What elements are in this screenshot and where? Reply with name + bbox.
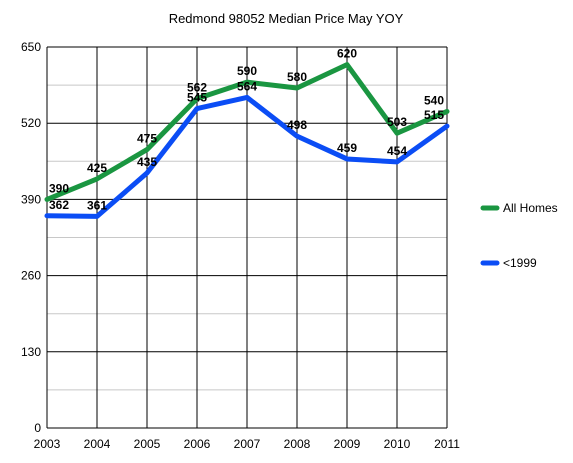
axes: 0 130 260 390 520 650 2003 2004 2005 2006 2007 2008…: [21, 40, 460, 451]
data-label: 435: [137, 155, 157, 169]
data-labels: 390 425 475 562 590 580 620 503 540 362 361 435 545 5…: [49, 47, 444, 213]
x-tick-label: 2006: [184, 437, 211, 451]
data-label: 498: [287, 118, 307, 132]
data-label: 580: [287, 70, 307, 84]
x-tick-label: 2010: [384, 437, 411, 451]
y-tick-label: 130: [21, 345, 41, 359]
x-tick-label: 2007: [234, 437, 261, 451]
legend: All Homes <1999: [480, 201, 558, 270]
x-tick-label: 2003: [34, 437, 61, 451]
data-label: 459: [337, 141, 357, 155]
data-label: 590: [237, 64, 257, 78]
gridlines: [46, 46, 448, 429]
series-line: [44, 94, 450, 219]
y-tick-label: 0: [34, 421, 41, 435]
series-line: [44, 62, 450, 202]
data-label: 425: [87, 161, 107, 175]
data-label: 545: [187, 91, 207, 105]
data-label: 390: [49, 181, 69, 195]
x-tick-label: 2004: [84, 437, 111, 451]
y-tick-label: 260: [21, 269, 41, 283]
x-tick-label: 2009: [334, 437, 361, 451]
data-label: 564: [237, 79, 257, 93]
data-label: 515: [424, 108, 444, 122]
data-label: 475: [137, 132, 157, 146]
legend-label: All Homes: [503, 201, 558, 215]
series-lines: [44, 62, 450, 219]
data-label: 503: [387, 115, 407, 129]
legend-label: <1999: [503, 256, 537, 270]
x-tick-label: 2008: [284, 437, 311, 451]
chart-title: Redmond 98052 Median Price May YOY: [169, 11, 404, 26]
data-label: 361: [87, 198, 107, 212]
x-tick-label: 2005: [134, 437, 161, 451]
data-label: 362: [49, 198, 69, 212]
y-tick-label: 390: [21, 192, 41, 206]
x-tick-label: 2011: [434, 437, 460, 451]
data-label: 454: [387, 144, 407, 158]
data-label: 562: [187, 81, 207, 95]
y-tick-label: 650: [21, 40, 41, 54]
y-tick-label: 520: [21, 116, 41, 130]
data-label: 540: [424, 93, 444, 107]
data-label: 620: [337, 47, 357, 61]
